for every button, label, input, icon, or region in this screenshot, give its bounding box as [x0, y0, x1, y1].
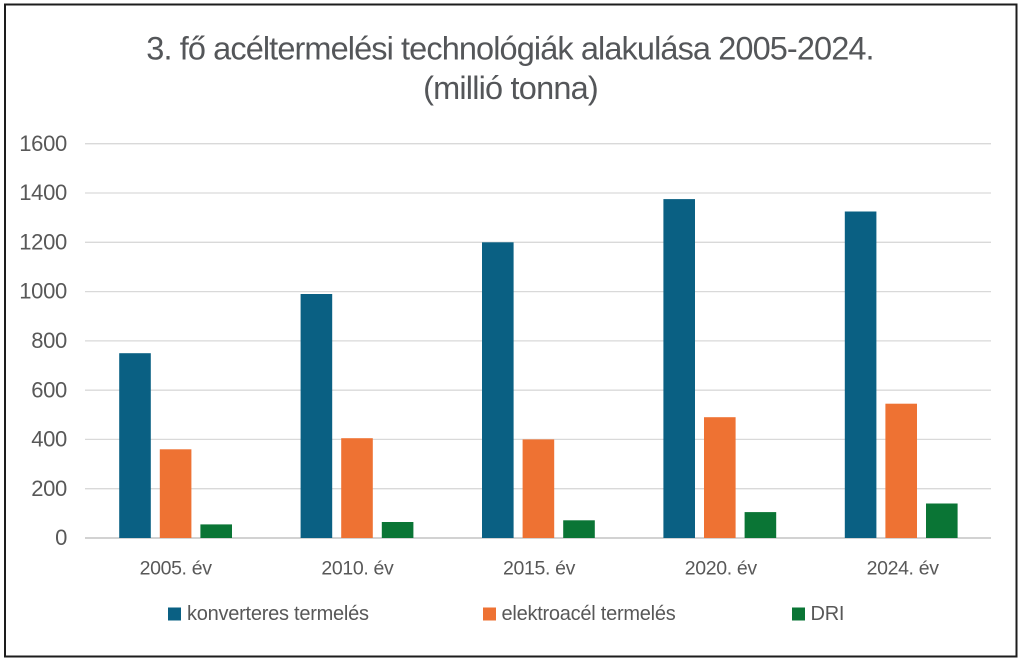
svg-text:DRI: DRI — [811, 603, 845, 625]
svg-text:1000: 1000 — [19, 279, 67, 304]
svg-text:1200: 1200 — [19, 229, 67, 254]
svg-text:(millió tonna): (millió tonna) — [423, 70, 598, 106]
svg-text:0: 0 — [55, 525, 67, 550]
svg-text:2010. év: 2010. év — [321, 558, 394, 580]
svg-text:konverteres termelés: konverteres termelés — [187, 603, 369, 625]
svg-text:2024. év: 2024. év — [867, 558, 940, 580]
svg-text:800: 800 — [31, 328, 67, 353]
svg-text:200: 200 — [31, 476, 67, 501]
svg-text:1600: 1600 — [19, 131, 67, 156]
svg-text:3. fő acéltermelési technológi: 3. fő acéltermelési technológiák alakulá… — [146, 31, 873, 67]
svg-text:2005. év: 2005. év — [140, 558, 213, 580]
svg-text:400: 400 — [31, 427, 67, 452]
svg-text:1400: 1400 — [19, 180, 67, 205]
svg-text:2015. év: 2015. év — [503, 558, 576, 580]
svg-text:elektroacél termelés: elektroacél termelés — [502, 603, 676, 625]
svg-text:600: 600 — [31, 377, 67, 402]
svg-text:2020. év: 2020. év — [685, 558, 758, 580]
